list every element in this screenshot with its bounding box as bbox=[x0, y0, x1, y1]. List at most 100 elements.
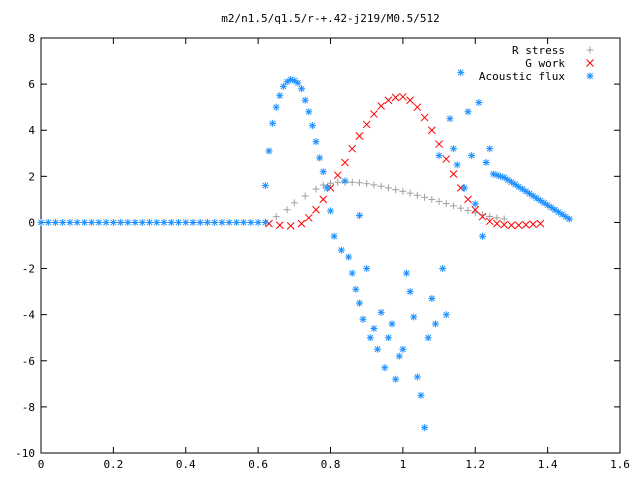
data-point bbox=[500, 215, 508, 223]
data-point bbox=[485, 217, 494, 226]
data-point bbox=[225, 218, 233, 226]
data-points bbox=[37, 69, 573, 432]
data-point bbox=[261, 218, 269, 226]
x-tick-label: 1.4 bbox=[538, 458, 558, 471]
data-point bbox=[399, 187, 407, 195]
data-point bbox=[493, 171, 501, 179]
data-point bbox=[131, 218, 139, 226]
data-point bbox=[323, 184, 331, 192]
legend-marker bbox=[586, 46, 594, 54]
data-point bbox=[410, 313, 418, 321]
legend-label: G work bbox=[525, 57, 565, 70]
data-point bbox=[478, 232, 486, 240]
data-point bbox=[286, 222, 295, 230]
data-point bbox=[540, 199, 548, 207]
data-point bbox=[468, 152, 476, 160]
data-point bbox=[73, 218, 81, 226]
data-point bbox=[399, 92, 407, 101]
data-point bbox=[66, 218, 74, 226]
data-point bbox=[526, 190, 534, 198]
data-point bbox=[507, 178, 515, 186]
data-point bbox=[370, 181, 378, 189]
data-point bbox=[489, 170, 497, 178]
data-point bbox=[500, 220, 509, 229]
y-tick-label: -10 bbox=[15, 447, 35, 460]
data-point bbox=[290, 77, 298, 85]
data-point bbox=[428, 195, 436, 203]
data-point bbox=[522, 187, 530, 195]
data-point bbox=[117, 218, 125, 226]
y-tick-label: -4 bbox=[22, 309, 36, 322]
series-g-work bbox=[265, 92, 545, 230]
legend-marker bbox=[586, 59, 594, 67]
data-point bbox=[363, 180, 371, 188]
data-point bbox=[511, 180, 519, 188]
data-point bbox=[374, 345, 382, 353]
data-point bbox=[37, 218, 45, 226]
data-point bbox=[167, 218, 175, 226]
data-point bbox=[427, 126, 436, 135]
data-point bbox=[319, 195, 328, 204]
data-point bbox=[370, 110, 378, 118]
data-point bbox=[348, 178, 356, 186]
data-point bbox=[529, 192, 537, 200]
data-point bbox=[529, 220, 538, 229]
x-tick-label: 0.8 bbox=[321, 458, 341, 471]
data-point bbox=[515, 183, 523, 191]
data-point bbox=[355, 179, 363, 187]
data-point bbox=[276, 92, 284, 100]
data-point bbox=[290, 199, 298, 207]
data-point bbox=[464, 195, 472, 204]
data-point bbox=[312, 205, 320, 214]
data-point bbox=[456, 184, 465, 192]
data-point bbox=[160, 218, 168, 226]
data-point bbox=[138, 218, 146, 226]
data-point bbox=[536, 219, 545, 228]
data-point bbox=[359, 315, 367, 323]
legend-marker bbox=[586, 72, 594, 80]
y-tick-label: 2 bbox=[28, 170, 35, 183]
data-point bbox=[431, 320, 439, 328]
data-point bbox=[471, 205, 480, 214]
data-point bbox=[312, 138, 320, 146]
y-tick-label: -8 bbox=[22, 401, 35, 414]
data-point bbox=[240, 218, 248, 226]
data-point bbox=[283, 206, 291, 214]
data-point bbox=[475, 99, 483, 107]
data-point bbox=[392, 375, 400, 383]
data-point bbox=[211, 218, 219, 226]
data-point bbox=[330, 232, 338, 240]
data-point bbox=[182, 218, 190, 226]
data-point bbox=[327, 207, 334, 215]
y-tick-label: 4 bbox=[28, 124, 35, 137]
data-point bbox=[341, 177, 349, 185]
data-point bbox=[348, 269, 356, 277]
data-point bbox=[460, 184, 468, 192]
data-point bbox=[442, 155, 451, 163]
series-acoustic-flux bbox=[37, 69, 573, 432]
data-point bbox=[493, 214, 501, 222]
data-point bbox=[348, 144, 357, 153]
data-point bbox=[391, 93, 400, 102]
data-point bbox=[102, 218, 110, 226]
data-point bbox=[413, 373, 421, 381]
data-point bbox=[406, 96, 414, 105]
data-point bbox=[471, 200, 479, 208]
data-point bbox=[269, 119, 277, 127]
data-point bbox=[363, 265, 371, 273]
data-point bbox=[435, 140, 443, 148]
data-point bbox=[88, 218, 96, 226]
data-point bbox=[395, 352, 403, 360]
data-point bbox=[421, 424, 429, 432]
data-point bbox=[355, 299, 363, 307]
data-point bbox=[478, 212, 487, 221]
data-point bbox=[406, 189, 414, 197]
data-point bbox=[504, 176, 512, 184]
data-point bbox=[420, 113, 429, 122]
data-point bbox=[464, 206, 472, 214]
data-point bbox=[413, 103, 422, 112]
data-point bbox=[384, 96, 393, 105]
data-point bbox=[51, 218, 59, 226]
